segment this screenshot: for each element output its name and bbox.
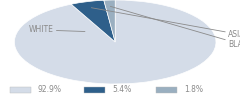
Text: BLACK: BLACK <box>110 6 240 49</box>
Text: 5.4%: 5.4% <box>112 86 132 94</box>
Text: ASIAN: ASIAN <box>91 8 240 39</box>
FancyBboxPatch shape <box>156 87 177 93</box>
Wedge shape <box>104 0 115 42</box>
FancyBboxPatch shape <box>84 87 105 93</box>
FancyBboxPatch shape <box>10 87 31 93</box>
Text: WHITE: WHITE <box>29 26 85 34</box>
Text: 92.9%: 92.9% <box>38 86 62 94</box>
Wedge shape <box>14 0 216 84</box>
Text: 1.8%: 1.8% <box>184 86 203 94</box>
Wedge shape <box>71 0 115 42</box>
